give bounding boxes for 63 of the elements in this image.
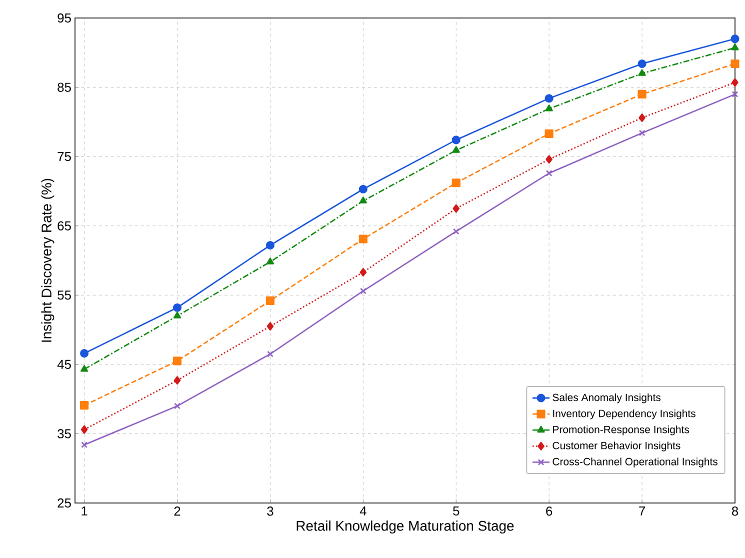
point	[80, 364, 88, 372]
point	[638, 69, 646, 76]
point	[452, 204, 460, 213]
x-tick-label: 4	[360, 506, 366, 516]
point	[80, 401, 89, 410]
point	[730, 34, 740, 44]
point	[80, 349, 89, 358]
point	[358, 234, 368, 244]
point	[545, 104, 553, 112]
point	[638, 113, 646, 122]
point	[452, 228, 460, 235]
y-tick-label: 65	[58, 221, 71, 230]
point	[638, 130, 646, 136]
point	[359, 196, 367, 204]
x-tick-label: 7	[639, 506, 645, 516]
y-axis-title: Insight Discovery Rate (%)	[41, 178, 54, 342]
y-tick-label: 85	[58, 82, 71, 92]
point	[360, 288, 366, 294]
point	[174, 402, 180, 410]
point	[730, 59, 740, 68]
point	[732, 78, 738, 87]
point	[732, 90, 738, 98]
x-tick-label: 1	[82, 506, 88, 516]
point	[80, 425, 88, 434]
point	[544, 129, 554, 138]
point	[544, 94, 554, 103]
legend-label: Promotion-Response Insights	[553, 426, 690, 436]
y-tick-label: 35	[58, 429, 71, 438]
point	[174, 376, 181, 385]
legend-label: Sales Anomaly Insights	[552, 393, 661, 404]
point	[546, 170, 552, 176]
legend-label: Cross-Channel Operational Insights	[552, 458, 718, 468]
point	[172, 356, 182, 366]
legend-label: Inventory Dependency Insights	[553, 410, 696, 420]
y-tick-label: 45	[57, 360, 71, 369]
point	[266, 350, 274, 358]
point	[638, 59, 646, 68]
point	[452, 178, 460, 188]
point	[452, 146, 460, 153]
point	[731, 44, 739, 50]
point	[358, 184, 368, 194]
point	[546, 155, 552, 164]
legend-label: Customer Behavior Insights	[552, 442, 680, 452]
x-tick-label: 5	[453, 506, 460, 516]
point	[266, 240, 274, 250]
x-tick-label: 8	[732, 506, 738, 516]
x-axis-title: Retail Knowledge Maturation Stage	[296, 520, 514, 534]
point	[266, 322, 274, 331]
y-tick-label: 55	[58, 290, 71, 300]
point	[452, 136, 460, 144]
y-tick-label: 75	[58, 152, 71, 162]
point	[266, 296, 274, 305]
y-tick-label: 95	[58, 13, 71, 23]
x-tick-label: 2	[174, 506, 180, 516]
point	[81, 442, 88, 448]
point	[638, 90, 646, 98]
x-tick-label: 3	[267, 506, 274, 516]
point	[172, 303, 182, 312]
point	[360, 268, 367, 277]
point	[266, 258, 274, 264]
x-tick-label: 6	[546, 506, 552, 516]
point	[173, 312, 182, 318]
y-tick-label: 25	[58, 498, 71, 508]
